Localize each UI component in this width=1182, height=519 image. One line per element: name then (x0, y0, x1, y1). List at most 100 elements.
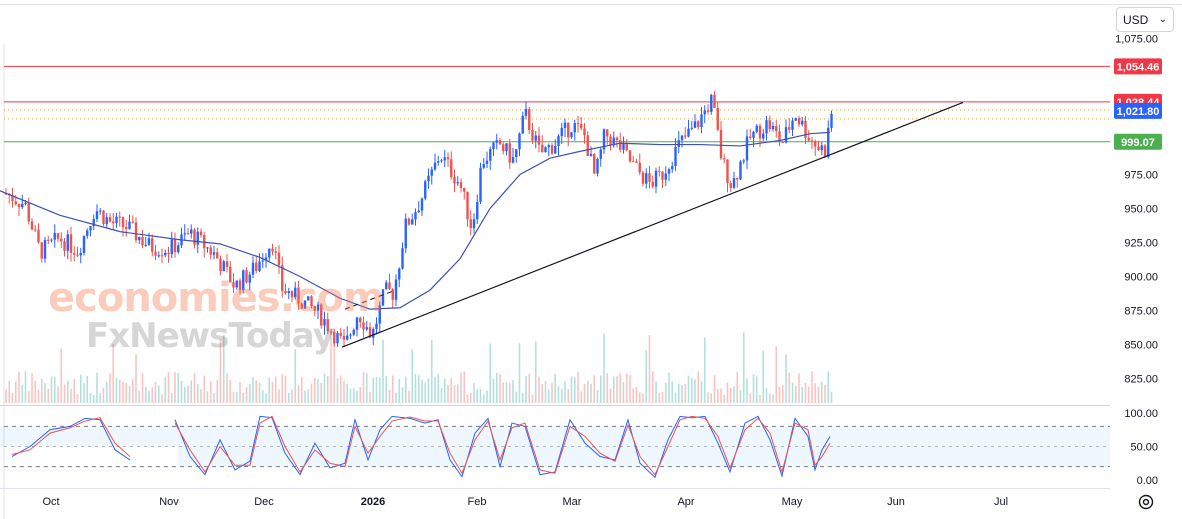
volume-bar (125, 382, 128, 403)
candle-body (281, 265, 284, 292)
candle-body (664, 173, 667, 180)
volume-bar (265, 393, 267, 403)
volume-bar (83, 383, 85, 403)
volume-bar (525, 376, 527, 403)
volume-bar (788, 372, 791, 403)
candle-body (745, 136, 749, 161)
candle-body (424, 181, 427, 199)
candle-body (625, 143, 628, 151)
candle-body (817, 146, 820, 151)
candle-body (476, 201, 479, 220)
candle-body (164, 252, 167, 256)
volume-bar (512, 379, 514, 403)
volume-bar (76, 394, 79, 403)
volume-bar (60, 348, 63, 403)
candle-body (47, 239, 50, 241)
candle-body (615, 137, 619, 141)
candle-body (417, 210, 420, 213)
candle-body (404, 218, 407, 249)
volume-bar (21, 384, 24, 403)
settings-gear-icon[interactable] (1138, 494, 1154, 510)
candle-body (612, 137, 615, 146)
volume-bar (447, 384, 449, 403)
volume-bar (141, 373, 144, 403)
candle-body (606, 129, 609, 137)
volume-bar (148, 391, 150, 403)
candle-body (446, 157, 450, 160)
candle-body (632, 161, 635, 163)
candle-body (456, 182, 459, 184)
candle-body (365, 327, 368, 330)
candle-body (238, 280, 242, 291)
volume-bar (729, 387, 732, 403)
candle-body (11, 195, 14, 202)
volume-bar (47, 388, 50, 403)
volume-bar (424, 382, 427, 403)
candle-body (645, 173, 648, 184)
volume-bar (707, 392, 709, 403)
volume-bar (690, 377, 693, 403)
volume-bar (122, 381, 124, 403)
volume-bar (245, 387, 248, 403)
candle-body (368, 327, 372, 338)
candle-body (24, 202, 27, 204)
volume-bar (24, 371, 27, 403)
candle-body (420, 198, 424, 211)
candle-body (326, 319, 329, 332)
volume-bar (482, 394, 485, 403)
candle-body (684, 135, 687, 137)
candle-body (76, 254, 79, 256)
candle-body (34, 229, 37, 231)
candle-body (560, 127, 563, 137)
candle-body (170, 239, 173, 255)
candle-body (804, 120, 807, 138)
volume-bar (450, 378, 453, 403)
candle-body (199, 231, 203, 236)
volume-bar (755, 376, 758, 403)
candle-body (515, 149, 518, 158)
candle-body (697, 121, 700, 128)
price-tick-label: 900.00 (1124, 272, 1158, 284)
candle-body (43, 239, 47, 259)
candle-body (4, 193, 8, 195)
candle-body (658, 170, 661, 172)
volume-bar (674, 392, 677, 403)
candle-body (147, 238, 151, 245)
candle-body (151, 238, 154, 252)
candle-body (703, 110, 706, 115)
candle-body (21, 203, 24, 208)
candle-body (209, 247, 212, 255)
candle-body (485, 160, 489, 164)
volume-bar (391, 375, 394, 403)
currency-dropdown[interactable]: USD ⌄ (1116, 7, 1174, 32)
volume-bar (352, 388, 355, 403)
volume-bar (57, 386, 59, 403)
candle-body (125, 227, 128, 230)
candle-body (563, 122, 567, 128)
volume-bar (638, 392, 641, 403)
candle-body (710, 94, 713, 113)
candle-body (66, 234, 69, 251)
volume-bar (375, 376, 378, 403)
candle-body (706, 110, 710, 113)
volume-bar (476, 389, 479, 403)
volume-bar (515, 391, 518, 403)
candle-body (450, 159, 453, 177)
level-badge-3 (1114, 133, 1162, 150)
volume-bar (401, 387, 404, 403)
candle-body (511, 157, 515, 163)
candle-body (739, 161, 742, 180)
volume-bar (8, 380, 11, 403)
candle-body (814, 141, 817, 147)
stoch-series-0 (11, 417, 131, 461)
volume-bar (694, 379, 696, 403)
volume-bar (248, 383, 251, 403)
candle-body (797, 118, 801, 125)
candle-body (342, 336, 346, 340)
candle-body (362, 322, 365, 330)
candle-body (95, 211, 99, 220)
volume-bar (359, 387, 362, 403)
candle-body (63, 241, 66, 251)
volume-bar (154, 381, 157, 403)
